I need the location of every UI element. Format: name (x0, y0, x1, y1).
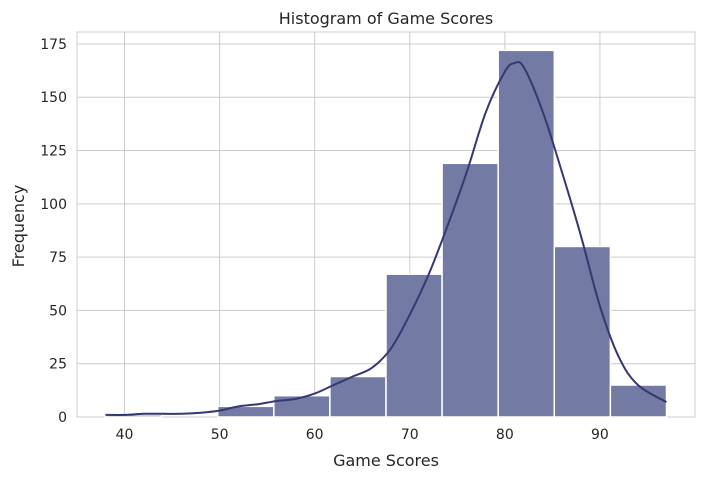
y-tick-label: 75 (49, 250, 67, 266)
x-tick-label: 80 (496, 427, 514, 443)
histogram-bar (609, 384, 668, 418)
y-tick-label: 100 (40, 197, 67, 213)
histogram-bar (497, 49, 556, 418)
y-tick-label: 150 (40, 90, 67, 106)
x-tick-label: 40 (116, 427, 134, 443)
x-tick-label: 50 (211, 427, 229, 443)
histogram-bar (273, 394, 331, 418)
chart-title: Histogram of Game Scores (279, 9, 493, 28)
kde-line (105, 60, 667, 416)
y-axis-label: Frequency (9, 185, 28, 268)
x-tick-label: 70 (401, 427, 419, 443)
y-tick-label: 0 (58, 410, 67, 426)
y-tick-label: 175 (40, 37, 67, 53)
y-tick-label: 25 (49, 357, 67, 373)
plot-area: 40 50 60 70 80 90 0 25 50 75 100 125 150 175 (40, 31, 696, 443)
x-axis-label: Game Scores (333, 451, 439, 470)
histogram-bar (385, 273, 443, 418)
histogram-bar (216, 405, 275, 418)
y-tick-label: 125 (40, 144, 67, 160)
y-tick-label: 50 (49, 303, 67, 319)
histogram-bar (441, 162, 499, 418)
x-tick-label: 90 (591, 427, 609, 443)
histogram-bar (553, 245, 612, 418)
x-tick-label: 60 (306, 427, 324, 443)
